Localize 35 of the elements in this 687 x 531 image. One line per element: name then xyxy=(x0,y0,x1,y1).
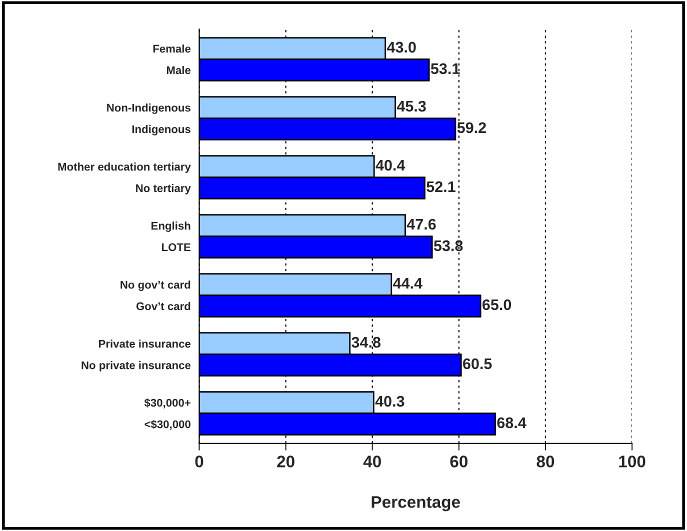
x-tick-label: 100 xyxy=(619,456,646,468)
data-label: 40.3 xyxy=(375,396,404,407)
y-tick-label: Indigenous xyxy=(132,124,190,136)
y-tick-label: No tertiary xyxy=(136,184,191,194)
data-label: 47.6 xyxy=(406,218,436,230)
x-tick-label: 0 xyxy=(195,456,204,468)
data-label: 34.8 xyxy=(352,336,381,348)
data-label: 40.4 xyxy=(376,160,406,171)
data-label: 68.4 xyxy=(497,417,526,428)
y-tick-label: Gov’t card xyxy=(136,302,190,310)
y-tick-label: No private insurance xyxy=(82,361,191,372)
y-tick-label: Female xyxy=(153,44,191,53)
data-label: 52.1 xyxy=(426,181,456,192)
x-tick-label: 60 xyxy=(450,456,468,468)
data-label: 53.1 xyxy=(430,63,460,74)
y-tick-label: English xyxy=(152,222,190,232)
x-tick-label: 20 xyxy=(277,456,294,468)
y-tick-label: <$30,000 xyxy=(144,420,190,430)
data-label: 43.0 xyxy=(386,42,416,53)
y-tick-label: Male xyxy=(166,66,191,74)
data-label: 44.4 xyxy=(393,278,422,289)
x-tick-label: 40 xyxy=(363,456,381,468)
data-label: 65.0 xyxy=(482,299,512,310)
y-tick-label: No gov’t card xyxy=(120,280,190,291)
y-tick-label: Private insurance xyxy=(99,340,191,348)
data-label: 53.8 xyxy=(434,240,463,252)
data-label: 45.3 xyxy=(396,100,426,112)
y-tick-label: LOTE xyxy=(162,243,190,252)
data-label: 60.5 xyxy=(463,358,492,370)
x-tick-label: 80 xyxy=(536,456,554,468)
x-axis-title: Percentage xyxy=(372,496,460,512)
y-tick-label: $30,000+ xyxy=(144,398,190,408)
data-label: 59.2 xyxy=(457,122,486,134)
y-tick-label: Mother education tertiary xyxy=(58,162,191,173)
y-tick-label: Non-Indigenous xyxy=(107,104,190,114)
